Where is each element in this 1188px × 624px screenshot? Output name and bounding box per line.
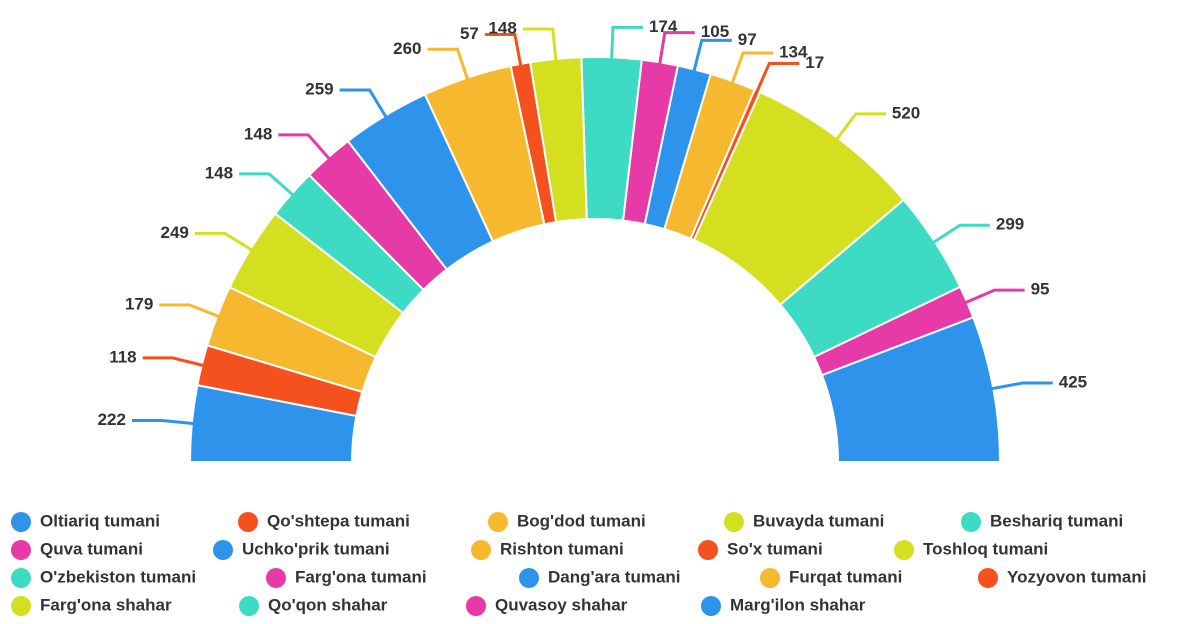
legend-label: So'x tumani — [727, 539, 823, 558]
legend-label: Farg'ona tumani — [295, 567, 427, 586]
data-label: 17 — [805, 53, 824, 72]
leader-line — [609, 25, 643, 68]
legend-label: Quvasoy shahar — [495, 595, 628, 614]
legend-marker — [961, 512, 981, 532]
legend-label: Quva tumani — [40, 539, 143, 558]
leader-line — [239, 172, 301, 202]
legend-marker — [471, 540, 491, 560]
legend-label: Dang'ara tumani — [548, 567, 681, 586]
data-label: 299 — [996, 215, 1024, 234]
legend-marker — [519, 568, 539, 588]
legend-label: Bog'dod tumani — [517, 511, 646, 530]
legend-label: Yozyovon tumani — [1007, 567, 1146, 586]
legend-marker — [11, 596, 31, 616]
legend-label: Oltiariq tumani — [40, 511, 160, 530]
leader-line — [728, 51, 774, 92]
leader-line — [278, 133, 336, 166]
data-label: 57 — [460, 24, 479, 43]
data-label: 95 — [1031, 280, 1050, 299]
legend-label: Qo'shtepa tumani — [267, 511, 410, 530]
legend-marker — [239, 596, 259, 616]
data-label: 148 — [488, 19, 516, 38]
legend-label: Marg'ilon shahar — [730, 595, 866, 614]
legend-marker — [238, 512, 258, 532]
legend-label: Furqat tumani — [789, 567, 902, 586]
legend-label: Farg'ona shahar — [40, 595, 172, 614]
data-label: 520 — [892, 103, 920, 122]
data-label: 105 — [701, 22, 729, 41]
legend-label: Qo'qon shahar — [268, 595, 388, 614]
data-label: 179 — [125, 294, 153, 313]
legend-marker — [760, 568, 780, 588]
leader-line — [656, 31, 695, 73]
data-label: 134 — [779, 42, 808, 61]
data-label: 260 — [393, 39, 421, 58]
legend-marker — [701, 596, 721, 616]
data-label: 97 — [738, 30, 757, 49]
legend-marker — [978, 568, 998, 588]
leader-line — [957, 288, 1025, 308]
leader-line — [522, 27, 559, 70]
leader-line — [339, 88, 392, 125]
legend-marker — [266, 568, 286, 588]
legend-marker — [11, 540, 31, 560]
slice — [820, 315, 1002, 463]
leader-line — [690, 38, 732, 80]
leader-line — [830, 112, 886, 147]
data-label: 259 — [305, 79, 333, 98]
legend-marker — [488, 512, 508, 532]
legend-marker — [466, 596, 486, 616]
data-label: 222 — [98, 410, 126, 429]
legend-label: O'zbekiston tumani — [40, 567, 196, 586]
data-label: 174 — [649, 17, 678, 36]
legend-marker — [724, 512, 744, 532]
legend-marker — [894, 540, 914, 560]
leader-line — [484, 32, 524, 75]
data-label: 425 — [1059, 372, 1087, 391]
data-label: 148 — [244, 124, 272, 143]
legend-marker — [698, 540, 718, 560]
leader-line — [131, 419, 202, 426]
leader-line — [751, 61, 800, 101]
legend-marker — [213, 540, 233, 560]
leader-line — [142, 356, 212, 369]
legend-label: Beshariq tumani — [990, 511, 1123, 530]
leader-line — [159, 303, 228, 321]
data-label: 148 — [205, 163, 233, 182]
legend-marker — [11, 512, 31, 532]
leader-line — [925, 223, 990, 249]
leader-line — [427, 47, 472, 88]
legend-label: Uchko'prik tumani — [242, 539, 390, 558]
legend-label: Toshloq tumani — [923, 539, 1048, 558]
legend-marker — [11, 568, 31, 588]
leader-line — [983, 381, 1053, 392]
legend-label: Rishton tumani — [500, 539, 624, 558]
data-label: 118 — [109, 347, 136, 366]
legend-label: Buvayda tumani — [753, 511, 884, 530]
data-label: 249 — [161, 223, 189, 242]
leader-line — [194, 231, 260, 256]
